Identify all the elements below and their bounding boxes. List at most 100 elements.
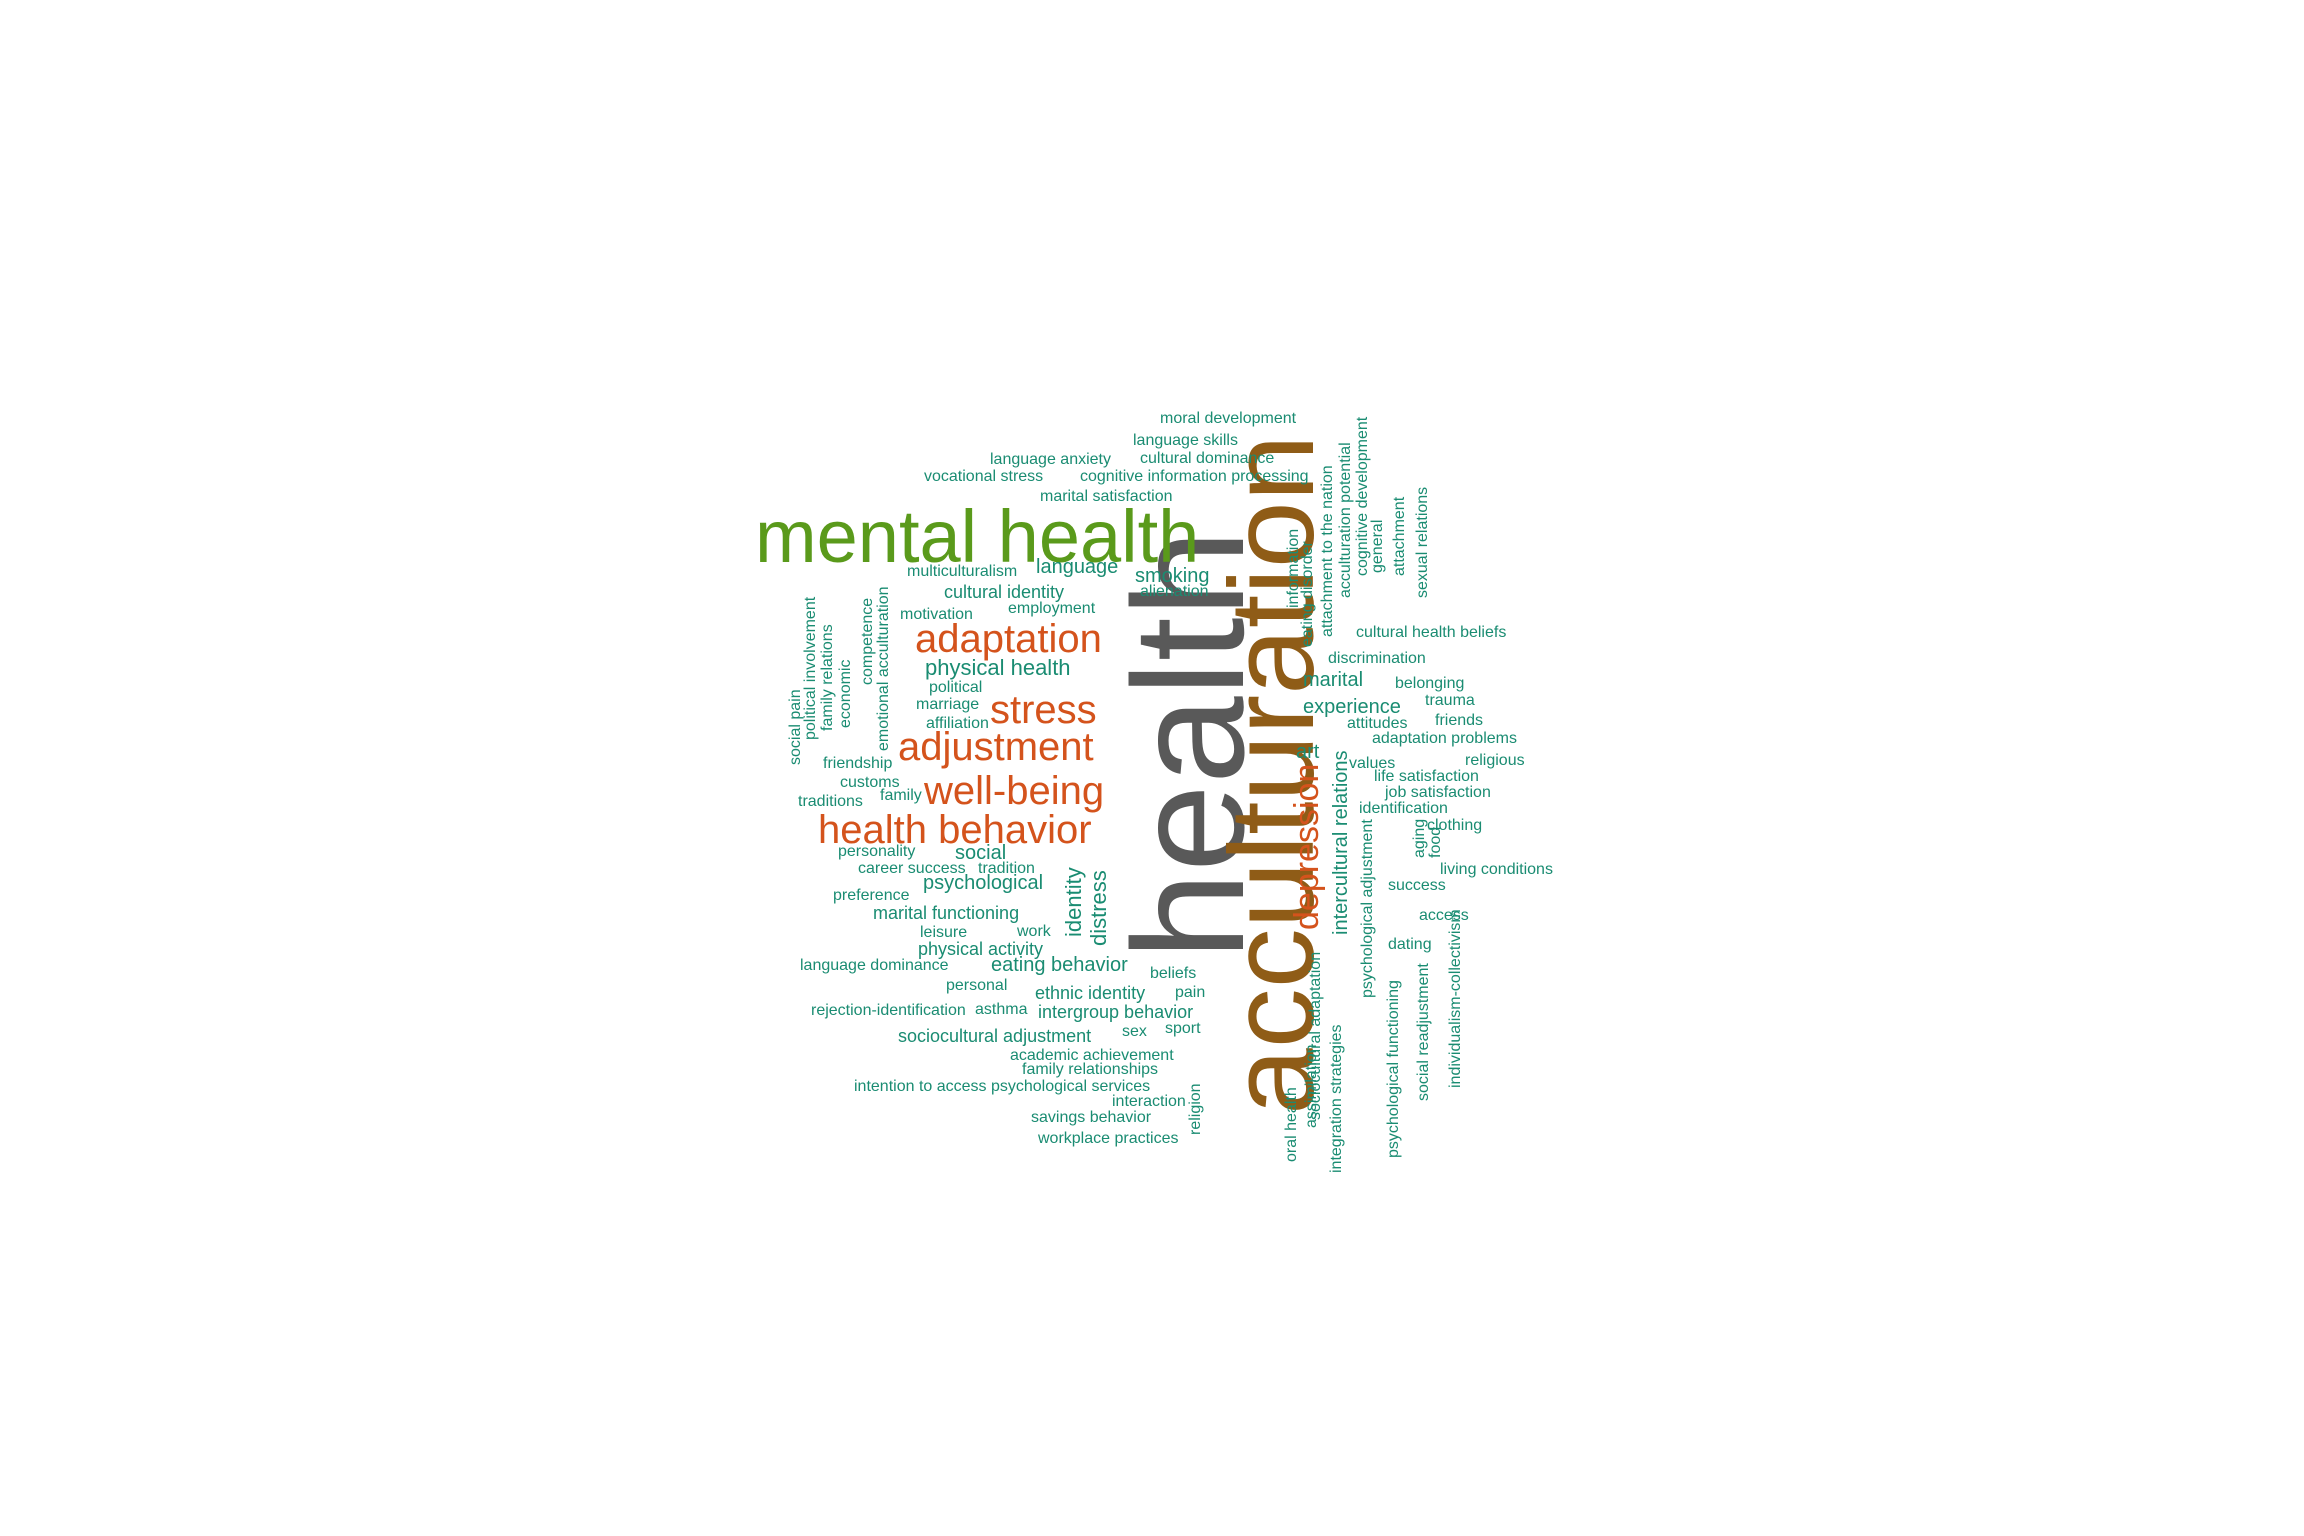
word-cultural-health-beliefs: cultural health beliefs: [1356, 624, 1507, 641]
word-clothing: clothing: [1427, 817, 1483, 834]
word-discrimination: discrimination: [1328, 650, 1426, 667]
word-customs: customs: [840, 774, 900, 791]
word-acculturation-potential: acculturation potential: [1337, 442, 1354, 598]
word-rejection-identification: rejection-identification: [811, 1002, 966, 1019]
word-art: art: [1296, 741, 1320, 763]
word-identity: identity: [1061, 867, 1086, 937]
word-language-dominance: language dominance: [800, 957, 949, 974]
word-distress: distress: [1086, 870, 1111, 946]
word-religious: religious: [1465, 752, 1525, 769]
word-alienation: alienation: [1140, 583, 1209, 600]
word-living-conditions: living conditions: [1440, 861, 1553, 878]
word-employment: employment: [1008, 600, 1096, 617]
word-language-skills: language skills: [1133, 432, 1238, 449]
word-well-being: well-being: [924, 769, 1105, 813]
word-friends: friends: [1435, 712, 1484, 729]
word-psychological: psychological: [923, 872, 1044, 894]
word-cultural-identity: cultural identity: [944, 582, 1065, 602]
word-traditions: traditions: [798, 793, 863, 810]
word-sociocultural-adaptation: sociocultural adaptation: [1307, 951, 1324, 1120]
word-adjustment: adjustment: [898, 725, 1094, 769]
word-marital: marital: [1303, 669, 1364, 691]
word-economic: economic: [837, 659, 854, 728]
word-family-relations: family relations: [819, 624, 836, 731]
word-cognitive-information-processing: cognitive information processing: [1080, 468, 1309, 485]
word-career-success: career success: [858, 860, 966, 877]
word-identification: identification: [1359, 800, 1448, 817]
word-success: success: [1388, 877, 1446, 894]
word-values: values: [1349, 755, 1396, 772]
word-pain: pain: [1175, 984, 1206, 1001]
word-leisure: leisure: [920, 924, 968, 941]
word-vocational-stress: vocational stress: [924, 468, 1044, 485]
word-job-satisfaction: job satisfaction: [1385, 784, 1491, 801]
word-belonging: belonging: [1395, 675, 1465, 692]
word-language-anxiety: language anxiety: [990, 451, 1111, 468]
word-attachment-to-the-nation: attachment to the nation: [1319, 465, 1336, 637]
word-workplace-practices: workplace practices: [1038, 1130, 1179, 1147]
word-adaptation: adaptation: [915, 617, 1102, 661]
word-multiculturalism: multiculturalism: [907, 563, 1018, 580]
word-cultural-dominance: cultural dominance: [1140, 450, 1275, 467]
word-personality: personality: [838, 843, 916, 860]
word-dating: dating: [1388, 936, 1432, 953]
word-smoking: smoking: [1135, 565, 1210, 587]
word-intergroup-behavior: intergroup behavior: [1038, 1002, 1194, 1022]
word-competence: competence: [859, 597, 876, 685]
word-language: language: [1036, 556, 1119, 578]
word-sex: sex: [1122, 1023, 1147, 1040]
word-psychological-functioning: psychological functioning: [1385, 980, 1402, 1158]
word-depression: depression: [1288, 763, 1326, 930]
word-social: social: [955, 842, 1007, 864]
word-sport: sport: [1165, 1020, 1201, 1037]
word-academic-achievement: academic achievement: [1010, 1047, 1174, 1064]
word-personal: personal: [946, 977, 1008, 994]
word-marital-satisfaction: marital satisfaction: [1040, 488, 1173, 505]
word-family: family: [880, 787, 922, 804]
word-moral-development: moral development: [1160, 410, 1297, 427]
word-family-relationships: family relationships: [1022, 1061, 1159, 1078]
word-emotional-acculturation: emotional acculturation: [875, 586, 892, 751]
word-eating-disorder: eating disorder: [1299, 541, 1316, 647]
word-savings-behavior: savings behavior: [1031, 1109, 1152, 1126]
word-stress: stress: [990, 688, 1097, 732]
word-marital-functioning: marital functioning: [873, 903, 1020, 923]
word-aging: aging: [1411, 818, 1428, 858]
word-beliefs: beliefs: [1150, 965, 1197, 982]
word-mental-health: mental health: [755, 495, 1200, 578]
word-experience: experience: [1303, 696, 1401, 718]
word-oral-health: oral health: [1283, 1087, 1300, 1162]
word-life-satisfaction: life satisfaction: [1374, 768, 1479, 785]
word-adaptation-problems: adaptation problems: [1372, 730, 1517, 747]
word-motivation: motivation: [900, 606, 973, 623]
word-psychological-adjustment: psychological adjustment: [1359, 819, 1376, 998]
word-preference: preference: [833, 887, 910, 904]
word-physical-health: physical health: [925, 655, 1071, 680]
word-friendship: friendship: [823, 755, 893, 772]
word-attachment: attachment: [1391, 496, 1408, 576]
word-general: general: [1369, 519, 1386, 573]
word-work: work: [1017, 923, 1051, 940]
word-social-readjustment: social readjustment: [1415, 963, 1432, 1101]
word-sexual-relations: sexual relations: [1414, 486, 1431, 598]
word-food: food: [1427, 826, 1444, 858]
word-attitudes: attitudes: [1347, 715, 1408, 732]
word-affiliation: affiliation: [926, 715, 989, 732]
word-intention-to-access-psychological-services: intention to access psychological servic…: [854, 1078, 1151, 1095]
word-individualism-collectivism: individualism-collectivism: [1447, 909, 1464, 1088]
word-sociocultural-adjustment: sociocultural adjustment: [898, 1026, 1092, 1046]
word-marriage: marriage: [916, 696, 980, 713]
word-interaction: interaction: [1112, 1093, 1186, 1110]
word-religion: religion: [1187, 1083, 1204, 1135]
word-intercultural-relations: intercultural relations: [1330, 750, 1352, 935]
word-eating-behavior: eating behavior: [991, 954, 1128, 976]
word-asthma: asthma: [975, 1001, 1028, 1018]
word-tradition: tradition: [978, 860, 1035, 877]
word-physical-activity: physical activity: [918, 939, 1044, 959]
word-social-pain: social pain: [787, 689, 804, 765]
word-access: access: [1419, 907, 1469, 924]
word-political: political: [929, 679, 983, 696]
word-health-behavior: health behavior: [818, 808, 1092, 852]
word-ethnic-identity: ethnic identity: [1035, 983, 1146, 1003]
